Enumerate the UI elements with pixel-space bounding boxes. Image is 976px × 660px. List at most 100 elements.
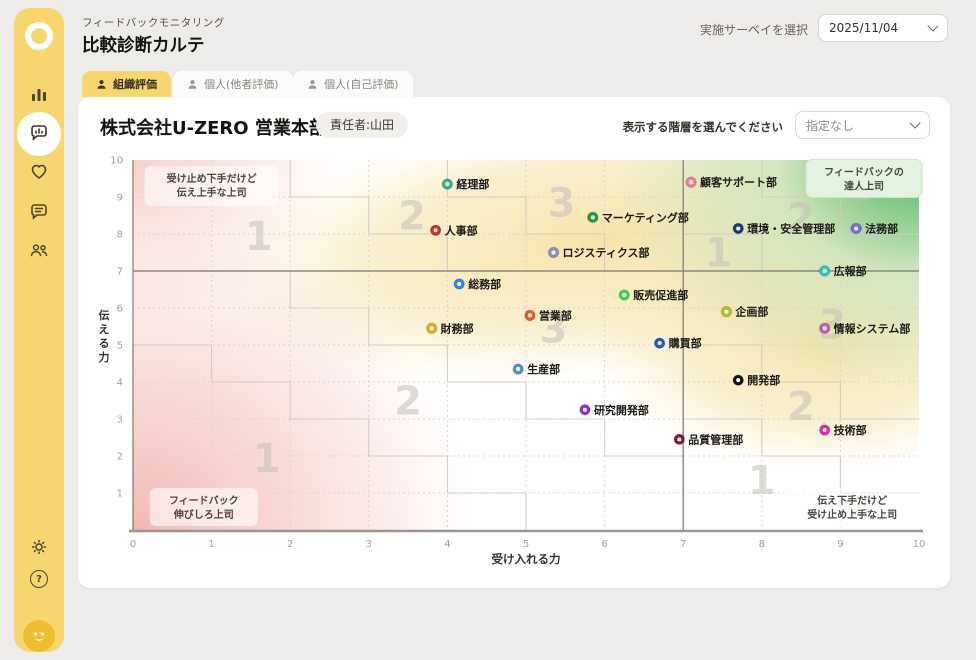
svg-text:受け止め上手な上司: 受け止め上手な上司: [807, 508, 897, 521]
chart-point[interactable]: 研究開発部: [579, 403, 649, 417]
svg-text:4: 4: [117, 378, 123, 389]
avatar-face-icon: [33, 632, 45, 641]
chart-point[interactable]: ロジスティクス部: [547, 246, 650, 260]
point-label: ロジスティクス部: [563, 246, 650, 260]
chat-lines-icon: [29, 201, 49, 225]
sidebar-item-members[interactable]: [17, 233, 61, 271]
point-label: 販売促進部: [633, 288, 688, 302]
chart-point[interactable]: 営業部: [524, 308, 572, 322]
user-avatar[interactable]: [23, 620, 55, 652]
sidebar-item-survey[interactable]: [17, 194, 61, 232]
zone-numbers: 123123123123: [245, 164, 878, 504]
chart-point[interactable]: 生産部: [512, 362, 560, 376]
point-label: 顧客サポート部: [700, 175, 777, 189]
layer-select-value: 指定なし: [806, 118, 855, 133]
point-label: 広報部: [834, 264, 867, 278]
chart-point[interactable]: 法務部: [850, 221, 898, 235]
chart-point[interactable]: 技術部: [818, 423, 867, 437]
chart-point[interactable]: 広報部: [818, 264, 867, 278]
point-label: 法務部: [865, 221, 898, 235]
svg-text:フィードバックの: フィードバックの: [824, 167, 904, 179]
tab-org-evaluation[interactable]: 組織評価: [82, 71, 171, 97]
chart-point[interactable]: 販売促進部: [618, 288, 688, 302]
svg-text:達人上司: 達人上司: [844, 180, 884, 193]
svg-text:7: 7: [117, 267, 123, 278]
organization-title: 株式会社U-ZERO 営業本部: [100, 118, 327, 139]
svg-text:2: 2: [398, 194, 426, 240]
svg-text:フィードバック: フィードバック: [169, 495, 239, 507]
chart-point[interactable]: 環境・安全管理部: [732, 221, 835, 235]
svg-text:伸びしろ上司: 伸びしろ上司: [173, 508, 234, 521]
point-label: 環境・安全管理部: [747, 221, 835, 235]
quadrant-dividers: [133, 160, 919, 530]
chart-point[interactable]: 品質管理部: [673, 432, 743, 446]
chat-chart-icon: [29, 122, 49, 146]
svg-text:10: 10: [913, 539, 926, 550]
survey-select-label: 実施サーベイを選択: [699, 23, 808, 37]
chart-point[interactable]: 情報システム部: [818, 321, 911, 335]
tab-individual-other-evaluation[interactable]: 個人(他者評価): [173, 71, 293, 97]
sidebar-item-condition[interactable]: [17, 154, 61, 192]
layer-select[interactable]: 指定なし: [795, 111, 930, 139]
svg-text:2: 2: [394, 379, 422, 425]
svg-text:伝え下手だけど: 伝え下手だけど: [817, 494, 887, 507]
tab-label: 個人(自己評価): [324, 78, 399, 91]
point-label: 企画部: [734, 305, 768, 319]
app-logo[interactable]: [25, 22, 53, 50]
sidebar-item-help[interactable]: ?: [17, 564, 61, 594]
heart-icon: [29, 161, 49, 185]
point-label: 営業部: [539, 308, 572, 322]
svg-text:9: 9: [117, 193, 123, 204]
axes: [129, 160, 923, 533]
svg-text:伝え上手な上司: 伝え上手な上司: [177, 186, 247, 199]
gear-icon: [30, 538, 48, 560]
manager-badge: 責任者:山田: [316, 112, 409, 138]
point-label: 情報システム部: [834, 321, 911, 335]
sidebar-item-analytics[interactable]: [17, 77, 61, 115]
point-label: マーケティング部: [602, 210, 689, 224]
point-label: 研究開発部: [594, 403, 649, 417]
svg-text:5: 5: [523, 539, 529, 550]
svg-text:2: 2: [117, 452, 123, 463]
chart-point[interactable]: 経理部: [441, 177, 489, 191]
chart-point[interactable]: マーケティング部: [587, 210, 689, 224]
svg-text:3: 3: [547, 181, 575, 227]
tab-label: 組織評価: [113, 78, 157, 91]
svg-text:2: 2: [787, 195, 815, 241]
chart-point[interactable]: 企画部: [720, 305, 768, 319]
svg-text:1: 1: [748, 458, 776, 504]
tab-individual-self-evaluation[interactable]: 個人(自己評価): [293, 71, 413, 97]
point-label: 財務部: [440, 321, 474, 335]
svg-text:受け止め下手だけど: 受け止め下手だけど: [167, 172, 257, 185]
survey-select[interactable]: 2025/11/04: [818, 14, 948, 42]
sidebar-item-diagnosis-karte[interactable]: [17, 112, 61, 156]
chevron-down-icon: [927, 20, 939, 32]
svg-text:10: 10: [110, 156, 123, 167]
sidebar-item-settings[interactable]: [17, 534, 61, 564]
chart-point[interactable]: 開発部: [732, 373, 780, 387]
svg-text:3: 3: [540, 306, 568, 352]
point-label: 開発部: [747, 373, 780, 387]
svg-text:力: 力: [99, 350, 110, 364]
chart-point[interactable]: 人事部: [429, 223, 478, 237]
svg-text:3: 3: [117, 415, 123, 426]
chart-point[interactable]: 購買部: [653, 336, 702, 350]
chart-point[interactable]: 顧客サポート部: [685, 175, 777, 189]
svg-text:1: 1: [117, 489, 123, 500]
svg-text:伝: 伝: [99, 308, 110, 322]
chart-point[interactable]: 総務部: [453, 277, 501, 291]
svg-text:1: 1: [705, 231, 733, 277]
svg-text:2: 2: [787, 384, 815, 430]
chart-point[interactable]: 財務部: [425, 321, 474, 335]
scatter-chart: 01234567891012345678910123123123123受け止め下…: [84, 150, 940, 584]
tab-label: 個人(他者評価): [204, 78, 279, 91]
bar-chart-icon: [29, 84, 49, 108]
point-label: 人事部: [445, 223, 478, 237]
svg-text:6: 6: [601, 539, 607, 550]
